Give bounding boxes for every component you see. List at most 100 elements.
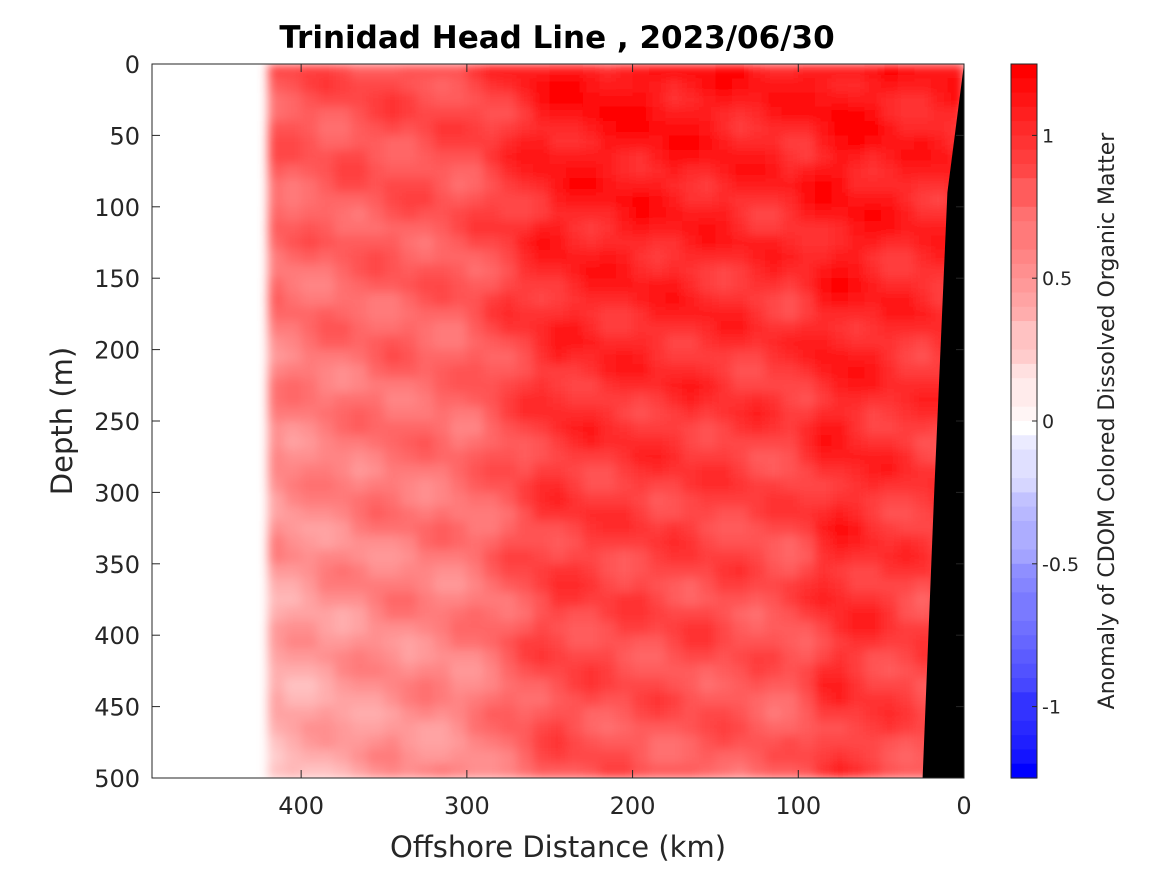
field-cell-1443 (732, 678, 750, 694)
field-cell-820 (533, 349, 551, 365)
field-cell-1157 (649, 163, 667, 180)
field-cell-270 (350, 349, 369, 365)
field-cell-1005 (599, 135, 617, 151)
field-cell-544 (433, 692, 452, 708)
field-cell-326 (367, 435, 385, 451)
field-cell-54 (284, 121, 303, 137)
field-cell-1033 (599, 535, 617, 551)
field-cell-1014 (599, 263, 617, 280)
field-cell-733 (500, 535, 518, 551)
field-cell-655 (483, 135, 501, 151)
field-cell-1502 (765, 92, 783, 108)
field-cell-1047 (599, 735, 617, 751)
field-cell-642 (466, 663, 485, 680)
field-cell-485 (417, 563, 435, 580)
field-cell-14 (268, 263, 286, 280)
colorbar-band (1011, 592, 1037, 608)
field-cell-792 (516, 663, 535, 680)
field-cell-588 (450, 606, 468, 622)
field-cell-355 (384, 135, 402, 151)
colorbar-band (1011, 278, 1037, 294)
field-cell-415 (400, 278, 419, 294)
colorbar-band (1011, 520, 1037, 536)
field-cell-436 (400, 578, 419, 594)
field-cell-507 (433, 163, 452, 180)
field-cell-1622 (798, 378, 816, 394)
field-cell-247 (334, 735, 352, 751)
field-cell-1452 (748, 92, 767, 108)
field-cell-100 (301, 64, 319, 80)
field-cell-1056 (616, 149, 634, 165)
field-cell-782 (516, 520, 535, 537)
field-cell-1921 (897, 363, 916, 380)
field-cell-235 (334, 563, 352, 580)
field-cell-1570 (781, 349, 800, 365)
field-cell-636 (466, 578, 485, 594)
x-tick-label: 0 (956, 792, 971, 820)
field-cell-2000 (930, 64, 949, 80)
field-cell-12 (268, 235, 286, 251)
field-cell-1384 (715, 549, 733, 565)
field-cell-1786 (848, 578, 866, 594)
field-cell-634 (466, 549, 485, 565)
field-cell-481 (417, 506, 435, 522)
field-cell-335 (367, 563, 385, 580)
field-cell-1161 (649, 221, 667, 237)
field-cell-69 (284, 335, 303, 351)
field-cell-1947 (897, 735, 916, 751)
field-cell-945 (566, 706, 584, 722)
field-cell-556 (450, 149, 468, 165)
field-cell-795 (516, 706, 535, 722)
field-cell-1389 (715, 620, 733, 637)
field-cell-13 (268, 249, 286, 265)
field-cell-1554 (781, 121, 800, 137)
field-cell-1977 (914, 449, 932, 465)
field-cell-857 (549, 163, 568, 180)
field-cell-5 (268, 135, 286, 151)
field-cell-1945 (897, 706, 916, 722)
field-cell-1081 (616, 506, 634, 522)
colorbar-band (1011, 135, 1037, 151)
colorbar-band (1011, 706, 1037, 722)
field-cell-672 (483, 378, 501, 394)
field-cell-853 (549, 106, 568, 123)
field-cell-669 (483, 335, 501, 351)
field-cell-1784 (848, 549, 866, 565)
field-cell-606 (466, 149, 485, 165)
field-cell-65 (284, 278, 303, 294)
field-cell-1459 (748, 192, 767, 208)
field-cell-1132 (632, 520, 651, 537)
field-cell-1297 (682, 735, 700, 751)
field-cell-1448 (732, 749, 750, 765)
field-cell-788 (516, 606, 535, 622)
field-cell-434 (400, 549, 419, 565)
field-cell-1614 (798, 263, 816, 280)
field-cell-1331 (698, 506, 717, 522)
field-cell-804 (533, 121, 551, 137)
field-cell-1074 (616, 406, 634, 422)
field-cell-425 (400, 421, 419, 437)
field-cell-629 (466, 478, 485, 494)
x-axis-label: Offshore Distance (km) (390, 830, 726, 864)
field-cell-1954 (914, 121, 932, 137)
field-cell-995 (582, 706, 601, 722)
field-cell-1189 (649, 620, 667, 637)
field-cell-321 (367, 363, 385, 380)
colorbar-band (1011, 206, 1037, 222)
field-cell-1479 (748, 478, 767, 494)
field-cell-1203 (665, 106, 684, 123)
field-cell-993 (582, 678, 601, 694)
field-cell-186 (317, 578, 336, 594)
field-cell-1338 (698, 606, 717, 622)
field-cell-1485 (748, 563, 767, 580)
field-cell-1831 (864, 506, 883, 522)
y-tick-label: 350 (94, 551, 140, 579)
colorbar-band (1011, 563, 1037, 579)
field-cell-387 (384, 592, 402, 608)
field-cell-327 (367, 449, 385, 465)
field-cell-558 (450, 178, 468, 194)
field-cell-1604 (798, 121, 816, 137)
field-cell-718 (500, 321, 518, 337)
field-cell-1041 (599, 649, 617, 665)
